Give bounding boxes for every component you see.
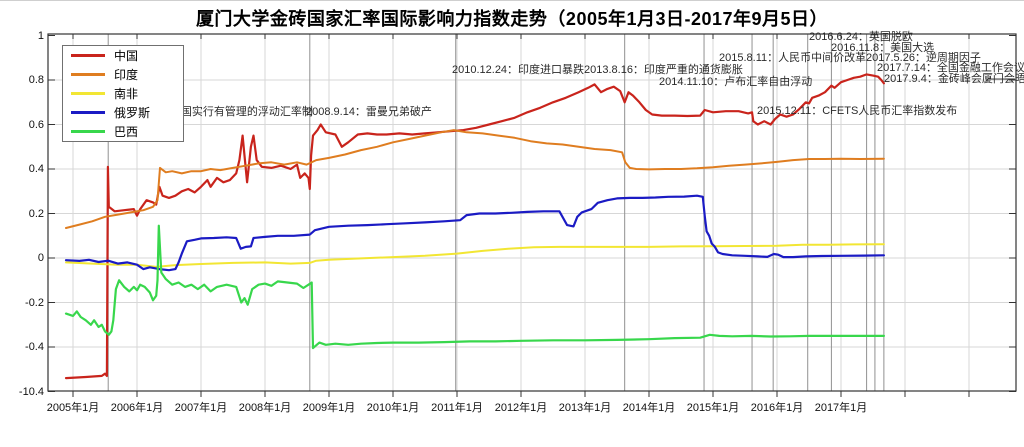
legend: 中国印度南非俄罗斯巴西 xyxy=(62,45,184,142)
x-tick-label: 2008年1月 xyxy=(238,402,292,414)
legend-item: 印度 xyxy=(63,65,183,84)
event-annotation: 2008.9.14：雷曼兄弟破产 xyxy=(306,106,432,118)
event-annotation: 2016.11.8：美国大选 xyxy=(831,42,935,54)
y-tick-label: 0 xyxy=(37,252,44,264)
x-tick-label: 2006年1月 xyxy=(110,402,164,414)
legend-label: 巴西 xyxy=(114,125,139,139)
event-annotation: 2017.5.26：逆周期因子 xyxy=(866,52,981,64)
legend-label: 印度 xyxy=(114,68,139,82)
x-tick-label: 2009年1月 xyxy=(302,402,356,414)
legend-line-swatch xyxy=(71,111,105,114)
event-annotation: 2010.12.24：印度进口暴跌 xyxy=(452,64,585,76)
legend-line-swatch xyxy=(71,130,105,133)
legend-line-swatch xyxy=(71,92,105,95)
x-tick-label: 2005年1月 xyxy=(46,402,100,414)
series-line xyxy=(64,194,886,272)
event-annotation: 2015.12.11：CFETS人民币汇率指数发布 xyxy=(757,105,958,117)
plot-border xyxy=(47,33,1017,392)
y-tick-label: 0.6 xyxy=(28,118,44,131)
x-tick-label: 2017年1月 xyxy=(814,402,868,414)
x-tick-label: 2015年1月 xyxy=(686,402,740,414)
legend-label: 俄罗斯 xyxy=(114,106,151,120)
x-tick-label: 2012年1月 xyxy=(494,402,548,414)
x-tick-label: 2011年1月 xyxy=(431,402,483,414)
legend-label: 南非 xyxy=(114,87,139,101)
y-tick-label: 0.2 xyxy=(28,207,44,220)
event-annotation: 2013.8.16：印度严重的通货膨胀 xyxy=(584,64,743,76)
event-annotation: 2014.11.10：卢布汇率自由浮动 xyxy=(659,76,813,88)
series-line xyxy=(64,73,886,380)
x-tick-label: 2007年1月 xyxy=(174,402,228,414)
legend-item: 俄罗斯 xyxy=(63,103,183,122)
chart-title: 厦门大学金砖国家汇率国际影响力指数走势（2005年1月3日-2017年9月5日） xyxy=(195,9,829,29)
x-tick-label: 2014年1月 xyxy=(622,402,676,414)
event-annotation: 2017.7.14：全国金融工作会议 xyxy=(877,62,1024,74)
event-annotation: 2017.9.4：金砖峰会厦门会晤 xyxy=(884,73,1024,85)
y-tick-label: 0.4 xyxy=(28,163,44,175)
series-line xyxy=(65,243,885,268)
y-tick-label: 0.8 xyxy=(28,74,44,86)
legend-item: 中国 xyxy=(63,46,183,65)
legend-item: 巴西 xyxy=(63,122,183,141)
y-tick-label: -0.4 xyxy=(25,341,44,353)
y-tick-label: -10.4 xyxy=(18,385,44,398)
x-tick-label: 2010年1月 xyxy=(366,402,420,414)
x-tick-label: 2013年1月 xyxy=(558,402,612,414)
y-tick-label: -0.2 xyxy=(25,296,44,309)
legend-line-swatch xyxy=(71,54,105,57)
event-annotation: 2016.6.24：英国脱欧 xyxy=(809,31,913,43)
series-line xyxy=(65,129,885,229)
y-tick-label: 1 xyxy=(37,29,44,42)
legend-label: 中国 xyxy=(114,49,139,63)
event-annotation: 2015.8.11：人民币中间价改革 xyxy=(719,52,867,64)
series-line xyxy=(64,224,886,350)
x-tick-label: 2016年1月 xyxy=(750,402,804,414)
legend-line-swatch xyxy=(71,73,105,76)
legend-item: 南非 xyxy=(63,84,183,103)
